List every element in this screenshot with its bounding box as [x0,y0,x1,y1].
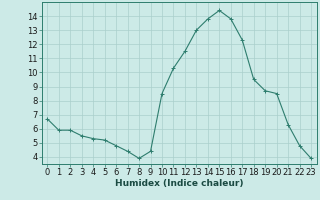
X-axis label: Humidex (Indice chaleur): Humidex (Indice chaleur) [115,179,244,188]
